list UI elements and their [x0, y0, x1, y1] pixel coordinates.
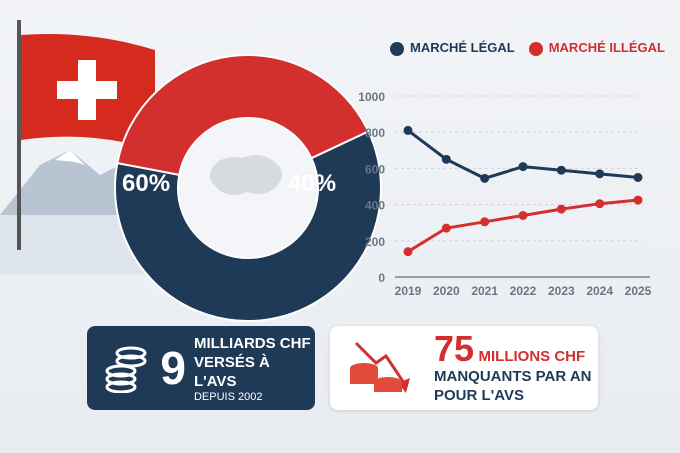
data-point	[480, 173, 490, 183]
coins-icon	[105, 346, 147, 393]
swiss-flag-icon	[17, 20, 155, 250]
data-point	[403, 125, 413, 135]
data-point	[441, 154, 451, 164]
loss-unit: MILLIONS CHF	[478, 348, 586, 365]
data-point	[595, 169, 605, 179]
loss-desc-2: POUR L'AVS	[434, 387, 524, 404]
pie-label-legal: 60%	[122, 170, 171, 197]
donut-slice-illegal	[116, 54, 370, 177]
data-point	[556, 165, 566, 175]
legend-legal: MARCHÉ LÉGAL	[390, 40, 515, 56]
data-point	[633, 195, 643, 205]
y-tick-label: 0	[378, 271, 385, 285]
data-point	[633, 172, 643, 182]
legend-illegal-label: MARCHÉ ILLÉGAL	[548, 40, 665, 55]
contribution-card: 9 MILLIARDS CHF VERSÉS À L'AVS DEPUIS 20…	[87, 326, 315, 410]
line-chart: 0 200 400 600 800 1000 2019 2020 2021 2022 2023 202…	[358, 90, 651, 298]
loss-desc: MANQUANTS PAR AN	[434, 368, 592, 385]
x-tick-label: 2023	[548, 284, 575, 298]
x-tick-label: 2020	[433, 284, 460, 298]
legend-legal-label: MARCHÉ LÉGAL	[410, 40, 515, 55]
y-tick-label: 400	[365, 199, 385, 213]
chart-legend: MARCHÉ LÉGAL MARCHÉ ILLÉGAL	[390, 40, 665, 56]
x-tick-label: 2025	[625, 284, 652, 298]
data-point	[441, 223, 451, 233]
data-point	[595, 199, 605, 209]
x-tick-label: 2019	[395, 284, 422, 298]
data-point	[480, 217, 490, 227]
x-tick-label: 2022	[510, 284, 537, 298]
switzerland-map-icon	[210, 155, 282, 195]
y-tick-label: 200	[365, 235, 385, 249]
data-point	[518, 162, 528, 172]
data-point	[556, 204, 566, 214]
coins-down-arrow-icon	[350, 341, 410, 393]
contribution-number: 9	[160, 342, 186, 394]
contribution-unit: MILLIARDS CHF	[193, 334, 311, 352]
data-point	[518, 210, 528, 220]
series-line-0	[407, 129, 639, 180]
y-tick-label: 800	[365, 126, 385, 140]
contribution-desc: VERSÉS À L'AVS	[193, 353, 270, 390]
loss-number: 75	[434, 328, 475, 369]
x-tick-label: 2021	[471, 284, 498, 298]
y-tick-label: 600	[365, 162, 385, 176]
x-tick-label: 2024	[586, 284, 613, 298]
donut-slice-legal	[114, 130, 382, 322]
data-point	[403, 247, 413, 257]
loss-card: 75 MILLIONS CHF MANQUANTS PAR AN POUR L'…	[330, 326, 598, 410]
pie-label-illegal: 40%	[288, 170, 337, 197]
y-tick-label: 1000	[358, 90, 385, 104]
donut-chart	[114, 54, 382, 322]
legend-illegal: MARCHÉ ILLÉGAL	[528, 40, 665, 56]
contribution-since: DEPUIS 2002	[193, 390, 263, 403]
